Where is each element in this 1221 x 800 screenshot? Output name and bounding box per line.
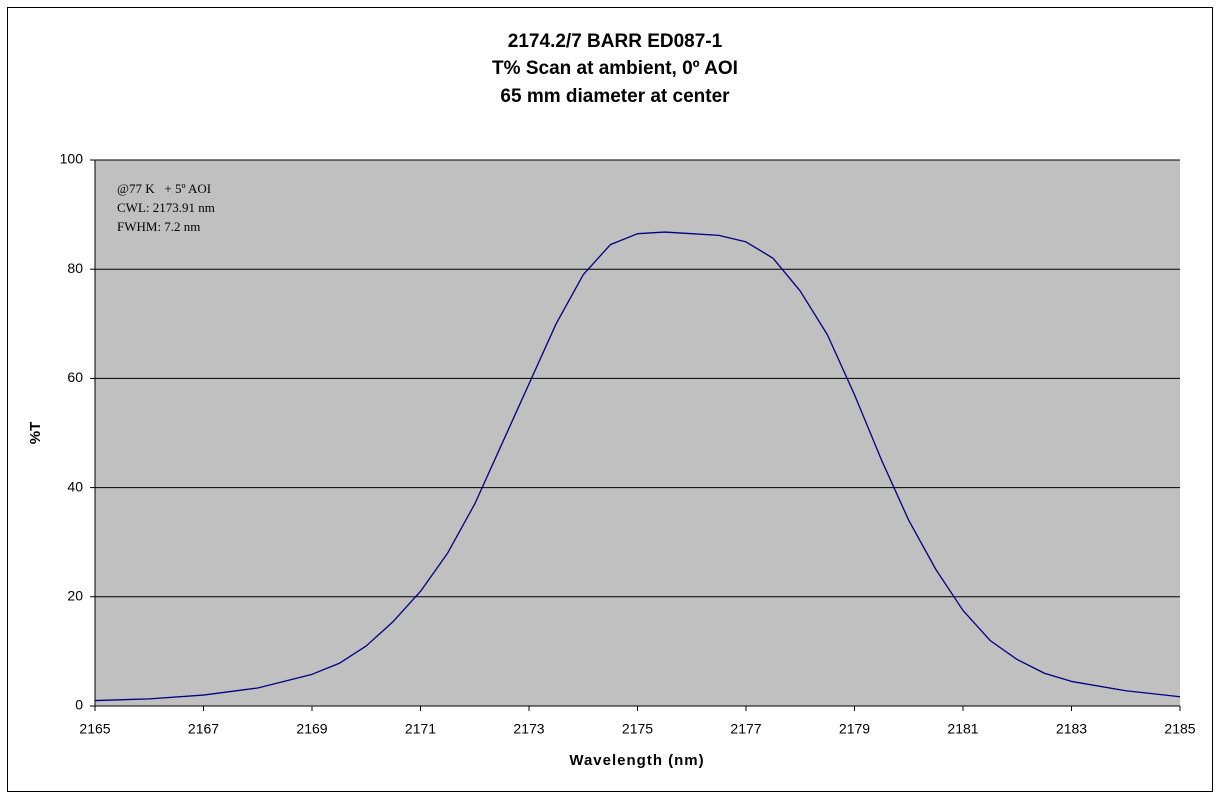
x-tick-label: 2165 (79, 721, 110, 737)
x-tick-label: 2185 (1164, 721, 1195, 737)
y-tick-label: 20 (67, 588, 83, 604)
y-tick-label: 60 (67, 369, 83, 385)
x-tick-label: 2167 (188, 721, 219, 737)
x-tick-label: 2175 (622, 721, 653, 737)
y-tick-label: 0 (75, 697, 83, 713)
y-tick-label: 80 (67, 260, 83, 276)
chart-title: 2174.2/7 BARR ED087-1 (508, 31, 723, 52)
x-tick-label: 2169 (296, 721, 327, 737)
plot-area (95, 160, 1180, 706)
x-tick-label: 2177 (730, 721, 761, 737)
x-tick-label: 2179 (839, 721, 870, 737)
y-tick-label: 100 (60, 151, 84, 167)
x-tick-label: 2183 (1056, 721, 1087, 737)
y-tick-label: 40 (67, 478, 83, 494)
annotation: CWL: 2173.91 nm (117, 200, 215, 215)
x-tick-label: 2181 (947, 721, 978, 737)
annotation: FWHM: 7.2 nm (117, 219, 200, 234)
x-axis-label: Wavelength (nm) (569, 752, 704, 769)
data-line (94, 231, 1181, 702)
x-tick-label: 2173 (513, 721, 544, 737)
annotation: @77 K + 5º AOI (117, 181, 211, 196)
chart-title: 65 mm diameter at center (500, 86, 730, 107)
x-tick-label: 2171 (405, 721, 436, 737)
chart-title: T% Scan at ambient, 0º AOI (492, 58, 738, 79)
y-axis-label: %T (27, 422, 44, 445)
